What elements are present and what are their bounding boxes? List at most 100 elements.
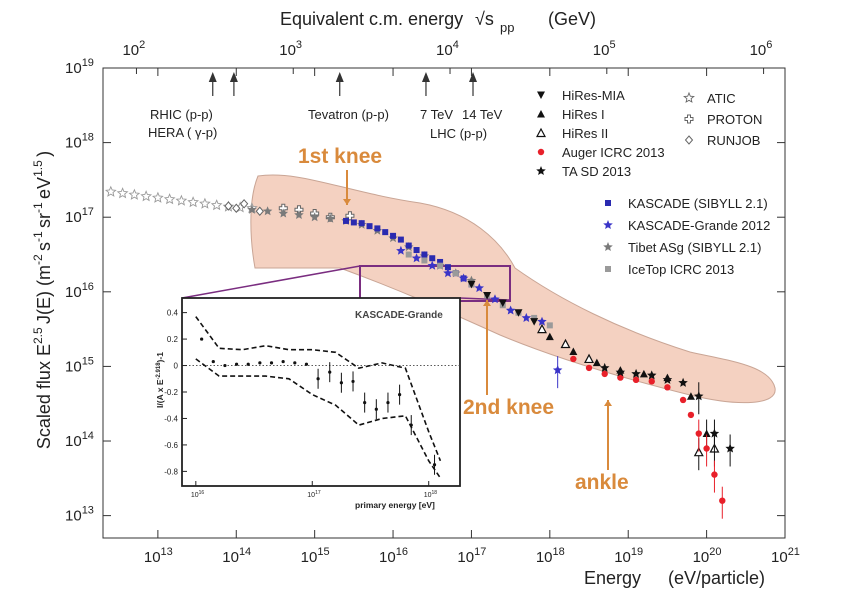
point-4-10 [421,251,428,258]
point-0-2 [128,188,141,200]
inset-ytick-label-3: -0.2 [164,388,178,397]
series-5 [396,245,563,389]
point-10-3 [617,374,624,381]
legend-right-label-0: ATIC [707,91,736,106]
legend-left-label-4: TA SD 2013 [562,164,631,179]
y-label-part-1: E [34,344,54,361]
y-label-sup-7: -1 [31,231,45,242]
inset-point-14 [363,400,367,405]
y-label-sup-11: 1.5 [31,160,45,177]
top-axis-sqrt-sub: pp [500,20,514,35]
point-10-11 [711,471,718,478]
point-8-0 [545,332,554,341]
plot-frame [102,67,786,539]
x-tick-label-0: 1013 [144,546,173,566]
x-tick-label-8: 1021 [771,546,800,566]
point-6-0 [405,251,412,258]
point-4-2 [358,220,365,227]
x-tick-label-2: 1015 [301,546,330,566]
legend-left-marker-2 [536,127,546,138]
top-axis-title: Equivalent c.m. energy √s pp (GeV) [280,9,596,35]
point-9-0 [536,323,547,334]
legend-lower-label-2: Tibet ASg (SIBYLL 2.1) [628,240,761,255]
y-axis-ticks: 1013 1014 1015 1016 1017 1018 1019 [65,57,785,525]
point-8-4 [639,369,648,378]
point-5-9 [537,316,547,326]
legend-left-marker-4 [536,166,546,175]
point-6-2 [437,262,444,269]
legend-left-label-2: HiRes II [562,126,608,141]
point-2-3 [255,206,264,216]
inset-point-0 [200,337,204,341]
top-tick-label-0: 102 [122,39,145,59]
top-axis-sqrt-symbol: √s [475,9,494,29]
inset-ytick-label-4: -0.4 [164,414,178,423]
point-11-3 [647,370,657,380]
point-5-5 [474,283,484,293]
legend-left-marker-3 [537,148,545,156]
point-5-6 [490,294,500,304]
inset-xtick-label-1: 1017 [307,490,321,499]
legend-right-label-1: PROTON [707,112,762,127]
accelerator-arrowhead-1 [229,72,238,82]
legend-right-marker-0 [683,91,695,103]
inset-frame [181,297,461,487]
point-11-4 [662,374,673,384]
inset-point-16 [386,400,390,405]
top-tick-label-3: 105 [593,39,616,59]
inset-ytick-label-0: 0.4 [167,309,179,318]
point-4-9 [413,247,420,254]
y-tick-label-0: 1013 [65,505,94,525]
inset-point-11 [328,370,332,374]
x-tick-label-4: 1017 [457,546,486,566]
point-0-5 [163,193,176,205]
point-6-3 [452,270,459,277]
x-tick-label-6: 1019 [614,546,643,566]
point-2-0 [224,201,233,211]
point-0-7 [187,196,200,208]
point-4-8 [405,242,412,249]
point-10-8 [687,411,695,419]
legends: HiRes-MIA HiRes I HiRes II Auger ICRC 2013 T… [536,88,770,277]
point-11-0 [599,362,610,372]
y-label-part-10: eV [34,177,54,199]
legend-lower-marker-1 [603,220,613,229]
y-tick-label-5: 1018 [65,132,94,152]
inset-ytick-label-6: -0.8 [164,467,178,476]
point-5-10 [552,365,563,375]
y-label-sup-2: 2.5 [31,327,45,344]
inset-point-3 [234,362,239,366]
point-7-1 [483,292,492,300]
point-3-5 [325,213,336,223]
series-2 [224,199,264,216]
inset-point-15 [374,407,378,411]
annotation-1: 2nd knee [463,396,554,419]
inset-ytick-label-1: 0.2 [167,335,179,344]
y-label-sup-9: -1 [31,202,45,213]
inset-ytick-label-5: -0.6 [164,441,178,450]
point-4-4 [374,225,381,232]
top-tick-label-4: 106 [750,39,773,59]
accelerator-label-1: HERA ( γ-p) [148,125,217,140]
point-4-5 [382,229,389,236]
x-axis-ticks: 1013 1014 1015 1016 1017 1018 1019 1020 1021 [144,68,800,566]
point-11-5 [678,377,688,387]
point-3-4 [309,212,320,222]
point-0-9 [210,199,223,211]
point-4-7 [397,236,404,243]
point-0-4 [151,191,164,203]
series-7 [467,280,539,326]
accelerator-arrowhead-3 [421,72,430,82]
point-0-1 [116,187,129,199]
accelerator-markers: RHIC (p-p) HERA ( γ-p) Tevatron (p-p) 7 TeV… [148,72,503,141]
legend-right-label-2: RUNJOB [707,133,760,148]
x-tick-label-5: 1018 [536,546,565,566]
top-tick-label-1: 103 [279,39,302,59]
point-10-2 [601,370,608,378]
point-0-3 [140,190,153,202]
top-axis-label: Equivalent c.m. energy [280,9,463,29]
y-label-part-4: (m [34,265,54,291]
y-label-sup-5: -2 [31,254,45,265]
point-5-4 [458,273,469,283]
